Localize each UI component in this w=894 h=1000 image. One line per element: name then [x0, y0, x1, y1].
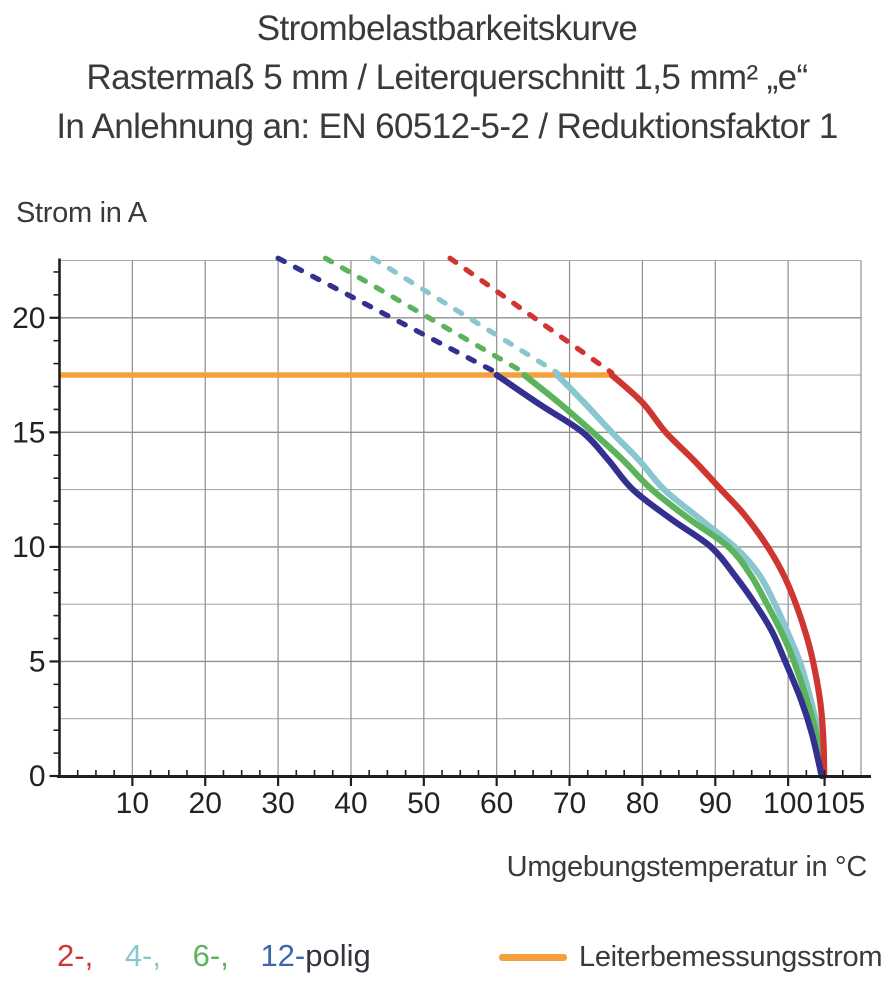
curve-solid-4-polig [554, 371, 826, 780]
legend-rated-label: Leiterbemessungsstrom [579, 940, 883, 973]
x-tick-label: 80 [626, 787, 659, 820]
legend-item-2-polig: 2-, [57, 938, 94, 973]
legend-rated-current: Leiterbemessungsstrom [499, 936, 882, 978]
curve-dashed-12-polig [275, 255, 500, 376]
x-tick-label: 105 [815, 787, 865, 820]
y-axis-title: Strom in A [16, 197, 147, 229]
y-tick-label: 10 [12, 531, 45, 564]
curve-dashed-2-polig [447, 255, 615, 376]
title-line-3: In Anlehnung an: EN 60512-5-2 / Reduktio… [56, 107, 838, 146]
x-tick-label: 30 [261, 787, 294, 820]
legend: 2-, 4-, 6-, 12-polig Leiterbemessungsstr… [0, 936, 894, 986]
title-line-1: Strombelastbarkeitskurve [256, 9, 638, 48]
title-line-2: Rastermaß 5 mm / Leiterquerschnitt 1,5 m… [86, 58, 808, 97]
legend-poles-group: 2-, 4-, 6-, 12-polig [57, 938, 371, 974]
legend-poles-suffix: polig [305, 938, 371, 973]
curve-dashed-6-polig [322, 255, 527, 376]
chart-title-block: Strombelastbarkeitskurve Rastermaß 5 mm … [0, 4, 894, 151]
y-tick-label: 15 [12, 416, 45, 449]
legend-item-6-polig: 6-, [192, 938, 229, 973]
rated-current-line-swatch [499, 953, 567, 961]
curve-dashed-4-polig [370, 255, 560, 376]
y-tick-label: 20 [12, 302, 45, 335]
x-tick-label: 20 [189, 787, 222, 820]
x-tick-label: 10 [116, 787, 149, 820]
x-tick-label: 100 [763, 787, 813, 820]
x-tick-label: 60 [480, 787, 513, 820]
y-tick-label: 5 [29, 645, 46, 678]
x-tick-label: 50 [407, 787, 440, 820]
curve-solid-2-polig [608, 371, 828, 780]
legend-item-12-polig: 12- [260, 938, 306, 973]
curve-solid-12-polig [493, 371, 825, 780]
x-tick-label: 90 [699, 787, 732, 820]
x-axis-title: Umgebungstemperatur in °C [506, 851, 868, 883]
y-tick-label: 0 [29, 760, 46, 793]
legend-item-4-polig: 4-, [124, 938, 161, 973]
curve-solid-6-polig [521, 371, 826, 780]
x-tick-label: 40 [334, 787, 367, 820]
x-tick-label: 70 [553, 787, 586, 820]
